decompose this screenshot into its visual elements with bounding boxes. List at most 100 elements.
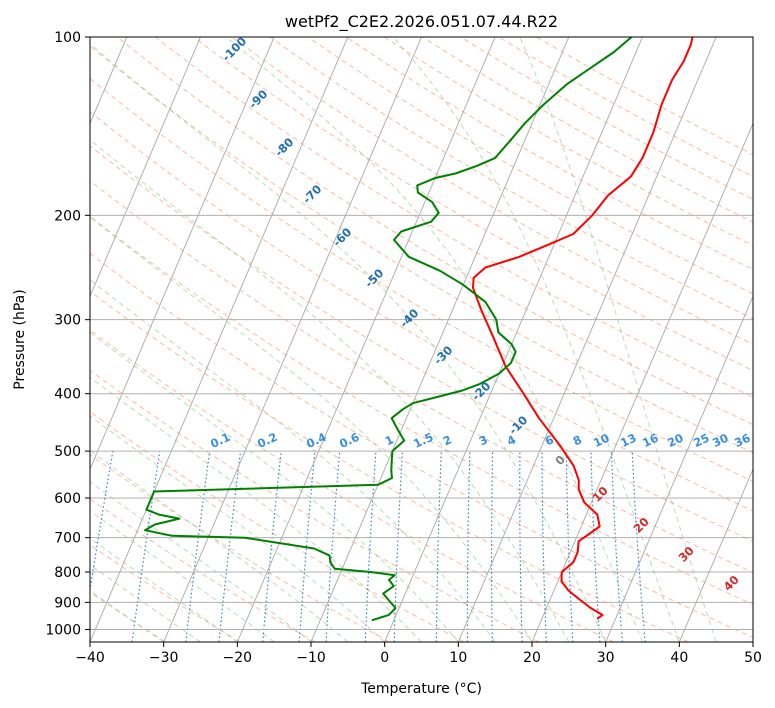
x-axis-label: Temperature (°C) [360,681,482,697]
dry-adiabat [345,37,753,271]
y-tick-label: 400 [54,387,81,403]
moist-adiabat [225,37,643,642]
dry-adiabat [90,45,753,454]
plot-frame [89,36,754,643]
x-tick-label: 40 [670,650,688,666]
mixing-ratio-line [565,451,574,642]
moist-adiabat [90,331,459,642]
dry-adiabat [90,77,753,482]
y-tick-label: 200 [54,208,81,224]
moist-adiabat [90,139,570,642]
isotherm-line [163,37,422,642]
dry-adiabat [90,252,753,639]
moist-adiabat [90,510,275,642]
moist-adiabat [90,43,607,642]
dry-adiabat [193,37,753,372]
isotherm-line [90,37,349,642]
dry-adiabat [307,37,753,295]
moist-adiabat [90,279,496,642]
dry-adiabat [269,37,753,320]
isotherm-label: -80 [272,135,297,160]
x-tick-label: −10 [296,650,326,666]
isotherm-line [457,37,717,642]
x-tick-label: 30 [597,650,615,666]
y-tick-label: 900 [54,595,81,611]
isotherm-line [310,37,570,642]
dry-adiabat [90,215,753,606]
y-tick-label: 500 [54,444,81,460]
mixing-ratio-line [218,451,242,642]
dry-adiabat [90,544,241,642]
isotherm-label: -70 [300,182,325,207]
mixing-ratio-line [519,451,523,642]
isotherm-line [384,37,643,642]
y-axis-label: Pressure (hPa) [12,289,28,389]
moist-adiabat [90,537,238,642]
x-axis-ticks: −40 −30 −20 −10 0 10 20 30 40 50 [75,642,762,666]
y-tick-label: 700 [54,531,81,547]
dry-adiabat [90,329,614,642]
series-line-2 [144,37,633,622]
dry-adiabat [90,369,540,642]
moist-adiabat [90,376,422,642]
dry-adiabat [384,37,753,247]
chart-title: wetPf2_C2E2.2026.051.07.44.R22 [285,12,558,32]
background-reference-lines [90,37,753,642]
moist-adiabat [90,564,201,642]
moist-adiabat [519,37,717,642]
mixing-ratio-label: 30 [710,431,730,450]
moist-adiabat [90,590,164,642]
x-tick-label: 0 [380,650,389,666]
mixing-ratio-label: 0.1 [208,430,232,451]
y-tick-label: 1000 [45,622,81,638]
dry-adiabat [117,37,753,426]
isotherm-label: 20 [631,515,652,536]
mixing-ratio-label: 36 [732,431,752,450]
mixing-ratio-label: 0.4 [304,430,328,451]
moist-adiabat [392,37,680,642]
mixing-ratio-line [631,451,646,642]
x-tick-label: −20 [223,650,253,666]
isotherm-label: -100 [219,34,249,64]
mixing-ratio-label: 0.6 [337,430,361,451]
isotherm-line [605,295,753,642]
x-tick-label: 20 [523,650,541,666]
dry-adiabat [90,180,753,573]
y-tick-label: 800 [54,565,81,581]
mixing-ratio-label: 13 [618,431,638,450]
isotherm-label: 30 [676,544,697,565]
mixing-ratio-line [393,451,404,642]
isotherm-line [236,37,496,642]
isotherm-label: -50 [362,266,387,291]
x-tick-label: 10 [449,650,467,666]
moist-adiabat [90,481,312,642]
y-tick-label: 100 [54,30,81,46]
isotherm-line [90,37,275,471]
mixing-ratio-label: 16 [640,431,660,450]
moist-adiabat [90,216,533,642]
x-tick-label: −30 [149,650,179,666]
isotherm-line [90,37,201,298]
pressure-gridlines [90,37,753,630]
y-tick-label: 300 [54,313,81,329]
y-tick-label: 600 [54,491,81,507]
isotherm-line [752,640,753,642]
mixing-ratio-label: 8 [571,432,584,448]
mixing-ratio-line [131,451,161,642]
profile-series [144,37,694,622]
dry-adiabat [422,37,753,223]
mixing-ratio-label: 20 [665,431,685,450]
mixing-ratio-line [490,451,494,642]
line-labels: -100-90-80-70-60-50-40-30-20-10010203040… [208,34,752,594]
isotherm-line [678,467,753,642]
mixing-ratio-label: 10 [591,431,611,450]
moist-adiabat [90,415,386,642]
isotherm-label: -60 [330,225,355,250]
dry-adiabat [155,37,753,398]
dry-adiabat [536,37,753,156]
mixing-ratio-label: 1 [383,432,396,448]
dry-adiabat [90,498,315,642]
dry-adiabat [90,411,465,642]
